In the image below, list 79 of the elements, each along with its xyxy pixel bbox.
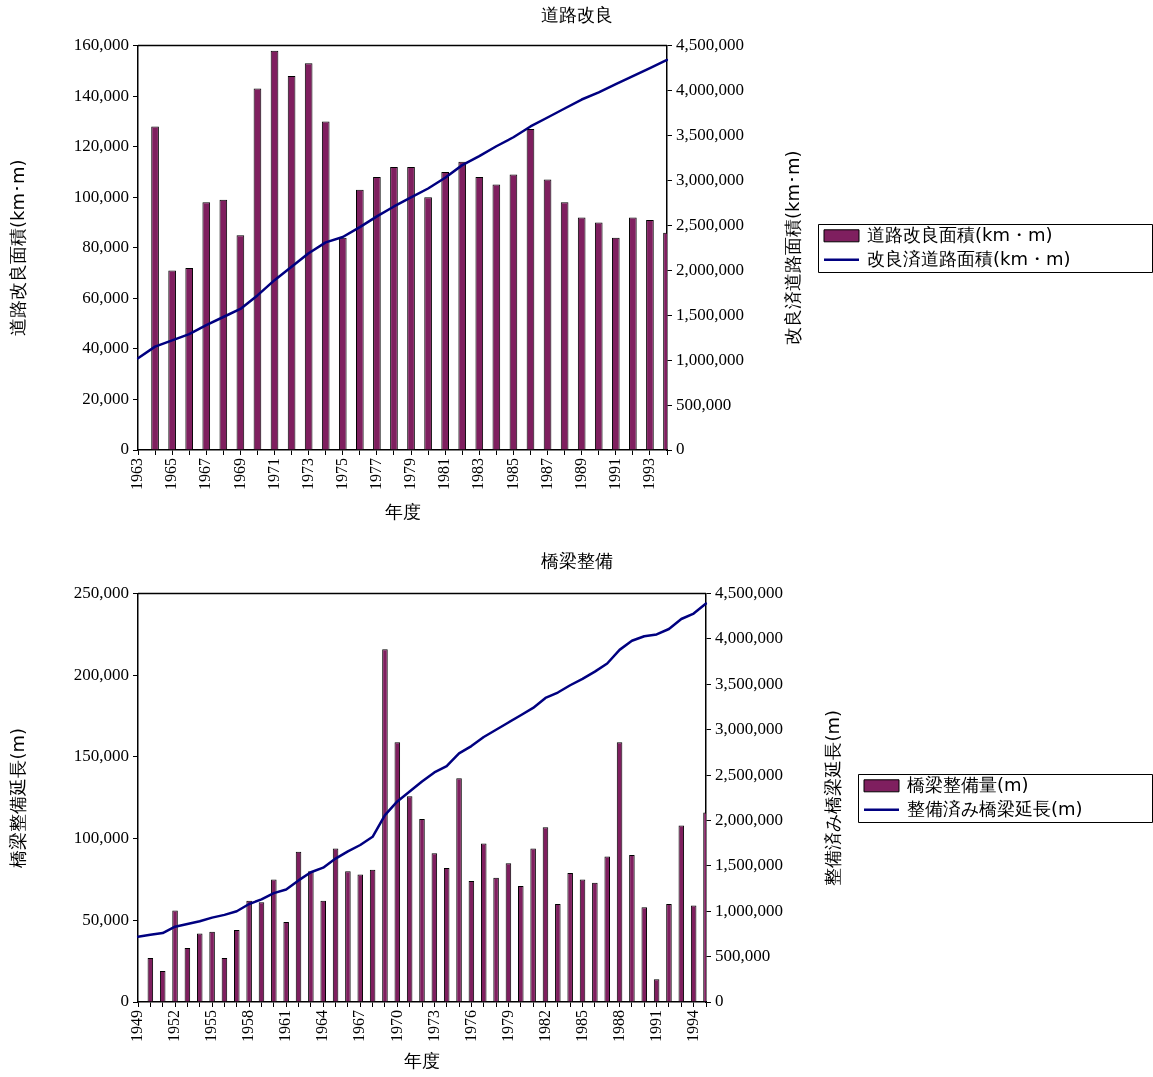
y-tick-label: 50,000 — [82, 909, 129, 929]
x-tick-label: 1958 — [239, 1010, 257, 1042]
x-tick-label: 1977 — [367, 458, 385, 490]
x-tick-label: 1969 — [230, 458, 248, 490]
y-tick-label: 20,000 — [82, 388, 129, 408]
legend-label: 整備済み橋梁延長(m) — [907, 798, 1083, 820]
x-tick-label: 1989 — [571, 458, 589, 490]
y-tick-label: 0 — [120, 991, 129, 1011]
y2-axis-title: 整備済み橋梁延長(m) — [821, 710, 843, 886]
y2-tick-label: 1,500,000 — [676, 304, 744, 324]
y-tick-label: 80,000 — [82, 237, 129, 257]
x-axis-title: 年度 — [384, 500, 421, 522]
x-tick-label: 1991 — [646, 1010, 664, 1042]
y-tick-label: 100,000 — [73, 186, 129, 206]
legend-label: 橋梁整備量(m) — [907, 774, 1029, 796]
y-tick-label: 100,000 — [73, 828, 129, 848]
y-tick-label: 0 — [120, 439, 129, 459]
y2-tick-label: 3,500,000 — [676, 124, 744, 144]
y-tick-label: 250,000 — [73, 583, 129, 603]
x-tick-label: 1976 — [461, 1010, 479, 1042]
x-axis-title: 年度 — [404, 1049, 440, 1071]
y-tick-label: 40,000 — [82, 338, 129, 358]
x-tick-label: 1970 — [387, 1010, 405, 1042]
y2-tick-label: 4,500,000 — [676, 35, 744, 55]
x-tick-label: 1993 — [640, 458, 658, 490]
x-tick-label: 1981 — [435, 458, 453, 490]
y2-tick-label: 2,000,000 — [676, 259, 744, 279]
x-tick-label: 1973 — [298, 458, 316, 490]
y-axis-title: 橋梁整備延長(m) — [7, 728, 29, 868]
y-tick-label: 120,000 — [73, 136, 129, 156]
x-tick-label: 1983 — [469, 458, 487, 490]
x-tick-label: 1985 — [503, 458, 521, 490]
x-tick-label: 1965 — [162, 458, 180, 490]
x-tick-label: 1994 — [683, 1010, 701, 1042]
y-tick-label: 200,000 — [73, 664, 129, 684]
x-tick-label: 1973 — [424, 1010, 442, 1042]
y2-tick-label: 0 — [715, 991, 724, 1011]
y2-tick-label: 3,500,000 — [715, 673, 783, 693]
legend-label: 改良済道路面積(km・m) — [867, 248, 1071, 270]
x-tick-label: 1949 — [128, 1010, 146, 1042]
x-tick-label: 1963 — [128, 458, 146, 490]
y-tick-label: 60,000 — [82, 287, 129, 307]
x-tick-label: 1952 — [165, 1010, 183, 1042]
y-tick-label: 140,000 — [73, 85, 129, 105]
x-tick-label: 1991 — [606, 458, 624, 490]
x-tick-label: 1967 — [196, 458, 214, 490]
y2-axis-title: 改良済道路面積(km･m) — [781, 150, 803, 346]
y2-tick-label: 500,000 — [676, 394, 732, 414]
x-tick-label: 1961 — [276, 1010, 294, 1042]
x-tick-label: 1979 — [498, 1010, 516, 1042]
chart-title: 道路改良 — [540, 4, 613, 26]
x-tick-label: 1955 — [202, 1010, 220, 1042]
y2-tick-label: 1,000,000 — [715, 900, 783, 920]
y2-tick-label: 3,000,000 — [676, 169, 744, 189]
y2-tick-label: 2,500,000 — [676, 214, 744, 234]
y2-tick-label: 4,000,000 — [715, 628, 783, 648]
y2-tick-label: 4,000,000 — [676, 80, 744, 99]
x-tick-label: 1971 — [264, 458, 282, 490]
y2-tick-label: 2,500,000 — [715, 764, 783, 784]
x-tick-label: 1975 — [332, 458, 350, 490]
x-tick-label: 1988 — [609, 1010, 627, 1042]
chart-title: 橋梁整備 — [540, 550, 613, 572]
y2-tick-label: 2,000,000 — [715, 809, 783, 829]
x-tick-label: 1967 — [350, 1010, 368, 1042]
x-tick-label: 1985 — [572, 1010, 590, 1042]
y2-tick-label: 3,000,000 — [715, 719, 783, 739]
y2-tick-label: 500,000 — [715, 946, 771, 966]
y2-tick-label: 4,500,000 — [715, 583, 783, 603]
x-tick-label: 1987 — [537, 458, 555, 490]
x-tick-label: 1982 — [535, 1010, 553, 1042]
x-tick-label: 1964 — [313, 1010, 331, 1042]
y2-tick-label: 0 — [676, 439, 685, 459]
y2-tick-label: 1,000,000 — [676, 349, 744, 369]
x-tick-label: 1979 — [401, 458, 419, 490]
y-axis-title: 道路改良面積(km･m) — [7, 159, 29, 337]
y-tick-label: 150,000 — [73, 746, 129, 766]
y2-tick-label: 1,500,000 — [715, 855, 783, 875]
y-tick-label: 160,000 — [73, 35, 129, 55]
legend-label: 道路改良面積(km・m) — [867, 224, 1053, 246]
